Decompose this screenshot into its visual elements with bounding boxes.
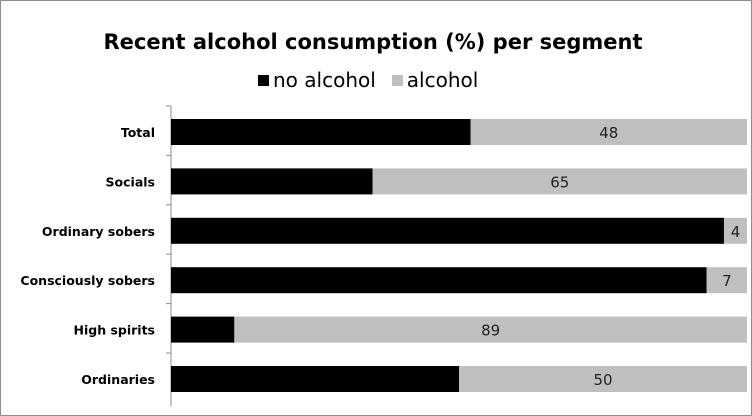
bar-no-alcohol xyxy=(171,267,707,294)
bar-no-alcohol xyxy=(171,168,373,195)
category-label: Socials xyxy=(106,174,155,189)
chart-title: Recent alcohol consumption (%) per segme… xyxy=(103,30,643,54)
bar-no-alcohol xyxy=(171,119,471,145)
legend-label-alcohol: alcohol xyxy=(406,68,479,92)
data-label: 50 xyxy=(593,371,612,389)
bar-alcohol xyxy=(372,168,747,195)
category-label: Ordinaries xyxy=(81,372,155,387)
category-label: High spirits xyxy=(74,323,155,338)
bar-alcohol xyxy=(459,366,747,392)
data-label: 48 xyxy=(599,124,618,142)
data-label: 89 xyxy=(481,322,500,340)
data-label: 4 xyxy=(731,223,741,241)
bar-alcohol xyxy=(234,316,748,343)
bar-alcohol xyxy=(723,217,747,244)
data-label: 7 xyxy=(722,272,732,290)
bar-no-alcohol xyxy=(171,366,459,392)
bar-alcohol xyxy=(470,119,747,145)
legend: no alcohol alcohol xyxy=(258,68,494,92)
bar-no-alcohol xyxy=(171,316,235,343)
legend-swatch-no-alcohol xyxy=(258,74,269,86)
category-label: Consciously sobers xyxy=(20,273,155,288)
category-label: Total xyxy=(121,125,155,140)
legend-swatch-alcohol xyxy=(391,74,403,86)
category-label: Ordinary sobers xyxy=(42,224,155,239)
bar-no-alcohol xyxy=(171,217,724,244)
data-label: 65 xyxy=(550,173,569,191)
bar-alcohol xyxy=(706,267,747,294)
legend-item-alcohol: alcohol xyxy=(391,68,479,92)
legend-label-no-alcohol: no alcohol xyxy=(273,68,376,92)
legend-item-no-alcohol: no alcohol xyxy=(258,68,376,92)
